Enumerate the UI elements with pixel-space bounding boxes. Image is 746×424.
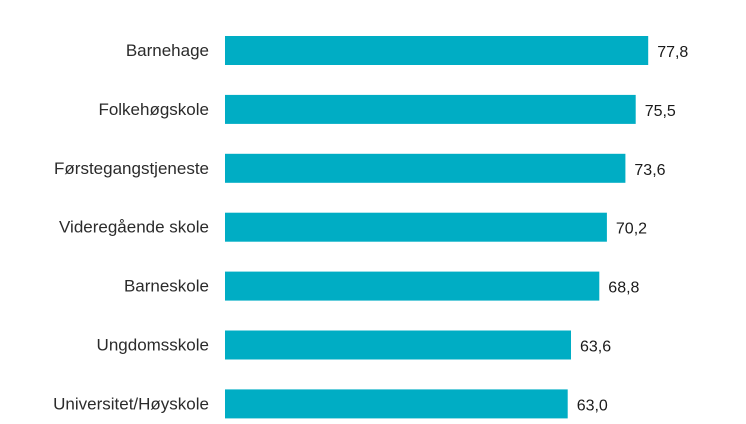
bar-3 [225, 212, 607, 242]
category-label-4: Barneskole [124, 277, 209, 296]
category-label-3: Videregående skole [59, 218, 209, 237]
category-label-5: Ungdomsskole [97, 336, 209, 355]
bar-5 [225, 330, 571, 360]
category-label-0: Barnehage [126, 41, 209, 60]
value-label-0: 77,8 [657, 44, 688, 61]
bar-1 [225, 94, 636, 124]
value-label-1: 75,5 [645, 103, 676, 120]
category-label-2: Førstegangstjeneste [54, 159, 209, 178]
value-label-5: 63,6 [580, 339, 611, 356]
value-label-2: 73,6 [634, 162, 665, 179]
bar-0 [225, 36, 649, 65]
value-label-6: 63,0 [577, 397, 608, 414]
value-label-4: 68,8 [608, 280, 639, 297]
bar-6 [225, 389, 568, 419]
value-label-3: 70,2 [616, 221, 647, 238]
bar-4 [225, 271, 600, 301]
category-label-6: Universitet/Høyskole [53, 394, 209, 413]
category-label-1: Folkehøgskole [98, 100, 209, 119]
bar-2 [225, 153, 626, 183]
